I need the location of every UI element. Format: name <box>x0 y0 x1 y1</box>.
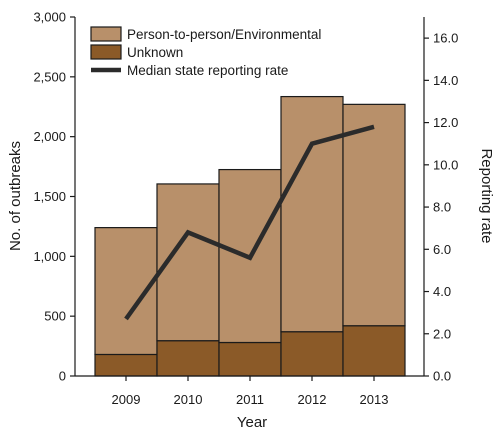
y-tick-label: 1,000 <box>33 249 66 264</box>
axes-layer: 0 500 1,000 1,500 2,000 2,500 3,000 0.0 2.0 4.0 6.… <box>33 10 458 408</box>
y2-tick-label: 8.0 <box>433 200 451 215</box>
bars-layer <box>94 95 406 377</box>
line-layer <box>124 124 375 321</box>
y-tick-label: 500 <box>44 309 66 324</box>
bar-person-to-person-environmental-2013 <box>342 103 406 327</box>
x-tick-label-2012: 2012 <box>298 392 327 407</box>
y2-tick-label: 10.0 <box>433 157 458 172</box>
y2-axis-title: Reporting rate <box>478 148 495 243</box>
y-tick-label: 2,500 <box>33 69 66 84</box>
y-tick-label: 2,000 <box>33 129 66 144</box>
y-axis-title: No. of outbreaks <box>7 141 24 251</box>
y-tick-label: 1,500 <box>33 189 66 204</box>
bar-person-to-person-environmental-2012 <box>280 95 344 333</box>
y2-tick-label: 2.0 <box>433 326 451 341</box>
bar-unknown-2009 <box>94 353 158 377</box>
y2-tick-label: 0.0 <box>433 369 451 384</box>
x-tick-label-2010: 2010 <box>174 392 203 407</box>
y-tick-label: 3,000 <box>33 10 66 25</box>
x-tick-label-2011: 2011 <box>236 392 264 407</box>
y2-tick-label: 16.0 <box>433 31 458 46</box>
x-axis-title: Year <box>237 414 267 431</box>
x-tick-label-2013: 2013 <box>360 392 389 407</box>
legend-swatch-unknown <box>90 44 122 60</box>
bar-unknown-2010 <box>156 340 220 377</box>
bar-unknown-2012 <box>280 331 344 377</box>
y2-tick-label: 4.0 <box>433 284 451 299</box>
bar-unknown-2011 <box>218 341 282 377</box>
legend: Person-to-person/Environmental Unknown Med… <box>90 26 321 78</box>
bar-unknown-2013 <box>342 325 406 377</box>
y2-tick-label: 14.0 <box>433 73 458 88</box>
y2-tick-label: 6.0 <box>433 242 451 257</box>
x-tick-label-2009: 2009 <box>112 392 141 407</box>
legend-label-person-to-person-environmental: Person-to-person/Environmental <box>127 27 321 42</box>
legend-label-unknown: Unknown <box>127 45 183 60</box>
legend-swatch-person-to-person-environmental <box>90 26 122 42</box>
y2-tick-label: 12.0 <box>433 115 458 130</box>
y-tick-label: 0 <box>59 369 66 384</box>
legend-label-median-state-reporting-rate: Median state reporting rate <box>127 63 288 78</box>
